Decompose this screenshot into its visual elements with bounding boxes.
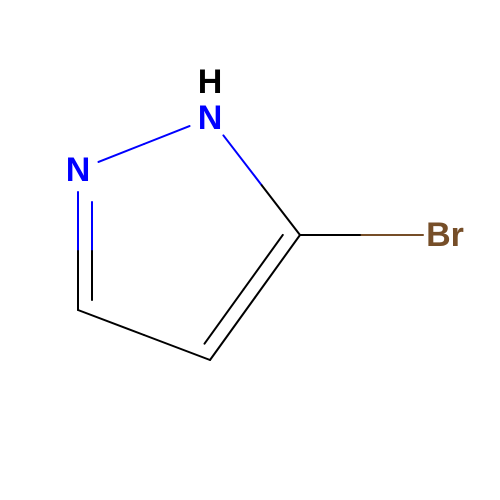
atom-label-br: Br: [426, 216, 464, 254]
molecule-diagram: NHNBr: [0, 0, 500, 500]
atom-label-h1: H: [198, 63, 223, 101]
atom-label-n1: N: [198, 99, 223, 137]
atom-label-n2: N: [66, 151, 91, 189]
